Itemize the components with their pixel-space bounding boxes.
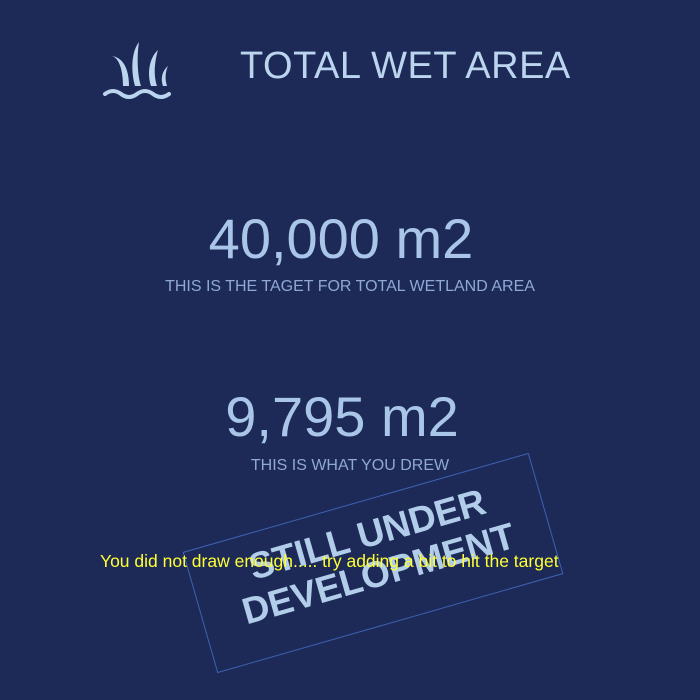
drawn-area-caption: THIS IS WHAT YOU DREW	[250, 457, 450, 474]
target-area-value: 40,000 m2	[208, 207, 474, 270]
insufficient-area-warning: You did not draw enough..... try adding …	[100, 551, 559, 571]
drawn-area-value: 9,795 m2	[225, 385, 459, 448]
water-waves-logo-icon	[101, 36, 177, 106]
target-area-caption: THIS IS THE TAGET FOR TOTAL WETLAND AREA	[165, 278, 535, 295]
page-title: TOTAL WET AREA	[240, 45, 571, 87]
